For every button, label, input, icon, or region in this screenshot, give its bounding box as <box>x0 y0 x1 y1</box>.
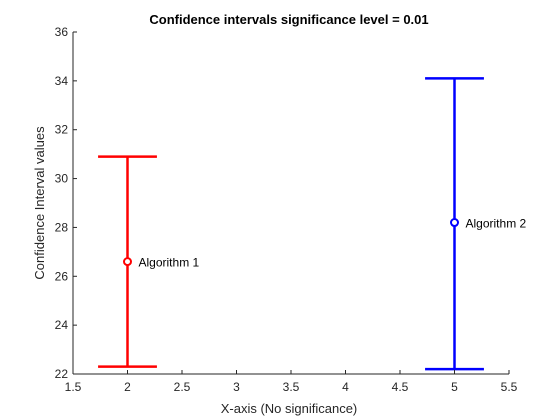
series-1: Algorithm 1 <box>98 155 200 368</box>
y-tick-label: 28 <box>55 220 69 234</box>
x-tick-label: 3.5 <box>283 380 300 394</box>
series-2: Algorithm 2 <box>425 77 527 371</box>
chart-title: Confidence intervals significance level … <box>149 12 428 27</box>
y-tick-label: 22 <box>55 367 69 381</box>
center-point <box>123 257 132 267</box>
x-tick-label: 4 <box>342 380 349 394</box>
y-axis-label: Confidence Interval values <box>32 126 47 280</box>
x-tick-label: 2 <box>124 380 131 394</box>
axes-layer: 1.5 2 2.5 3 3.5 4 4.5 5 5.5 22 24 26 28 30 32 34 36 <box>55 25 518 394</box>
y-tick-label: 36 <box>55 25 69 39</box>
x-axis-label: X-axis (No significance) <box>221 401 358 416</box>
marks-layer: Algorithm 1 Algorithm 2 <box>98 77 527 371</box>
x-tick-label: 5.5 <box>501 380 518 394</box>
y-tick-label: 32 <box>55 123 69 137</box>
x-tick-label: 3 <box>233 380 240 394</box>
x-tick-label: 5 <box>451 380 458 394</box>
center-point <box>450 218 459 228</box>
plot-area <box>73 32 509 374</box>
point-annotation: Algorithm 2 <box>466 217 527 231</box>
x-tick-label: 1.5 <box>65 380 82 394</box>
x-tick-label: 4.5 <box>392 380 409 394</box>
y-tick-label: 34 <box>55 74 69 88</box>
y-tick-label: 30 <box>55 172 69 186</box>
point-annotation: Algorithm 1 <box>139 256 200 270</box>
x-tick-label: 2.5 <box>174 380 191 394</box>
y-tick-label: 24 <box>55 318 69 332</box>
y-tick-label: 26 <box>55 269 69 283</box>
